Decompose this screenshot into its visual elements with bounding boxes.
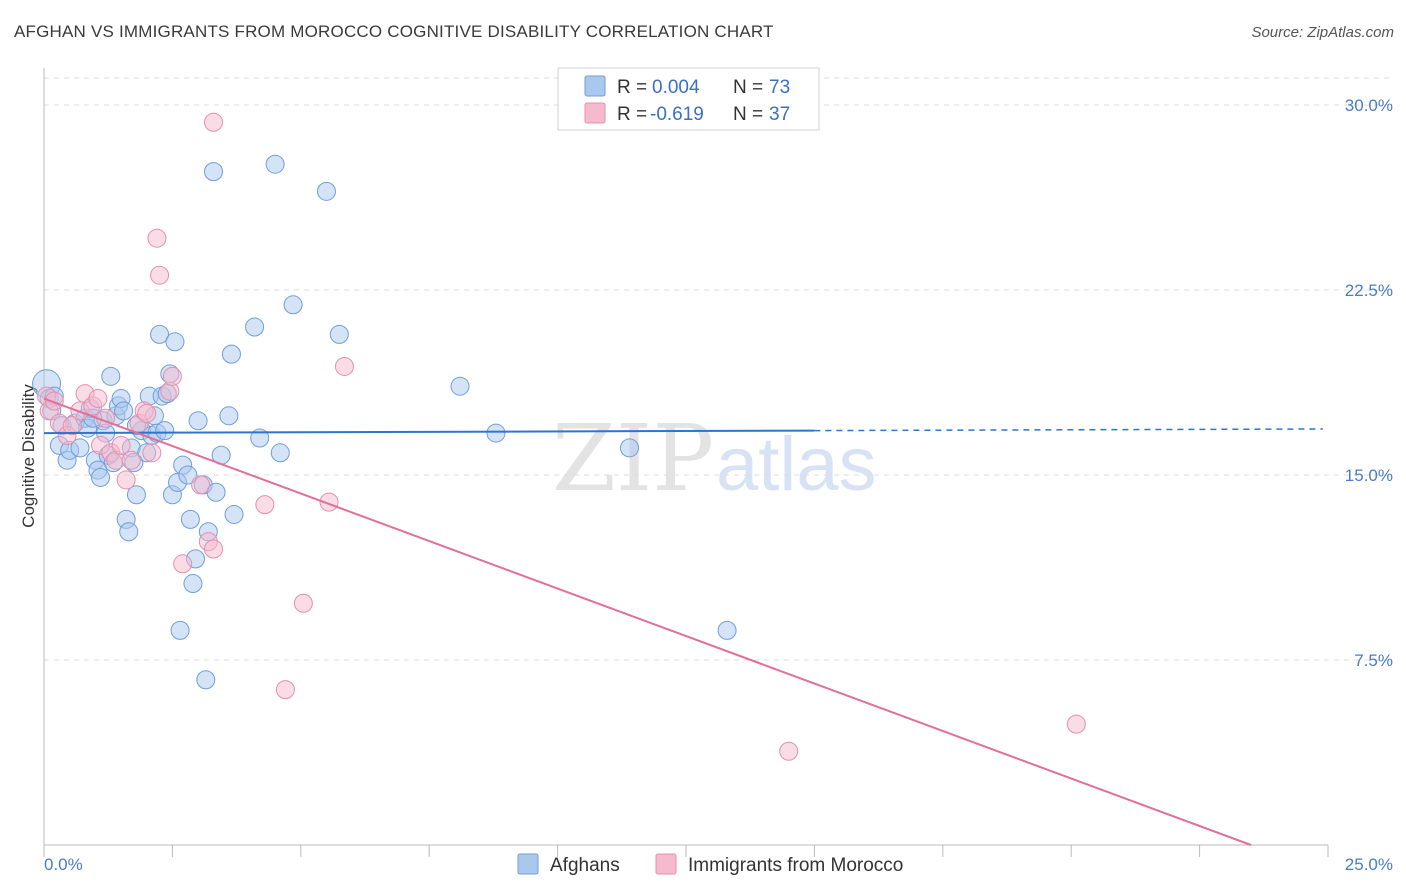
afghans-point — [329, 324, 349, 344]
afghans-point — [165, 332, 185, 352]
x-tick-label-min: 0.0% — [44, 855, 83, 874]
x-ticks — [43, 845, 1329, 857]
legend-swatch-afghans — [584, 75, 606, 97]
legend-swatch-morocco — [584, 102, 606, 124]
afghans-point — [316, 181, 336, 201]
morocco-point — [173, 554, 193, 574]
series-legend: Afghans Immigrants from Morocco — [517, 853, 903, 876]
morocco-point — [203, 539, 223, 559]
trend-lines — [43, 397, 1323, 846]
morocco-trend-line — [43, 397, 1252, 846]
afghans-point — [250, 428, 270, 448]
correlation-legend: R = 0.004 N = 73 R = -0.619 N = 37 — [557, 67, 820, 131]
morocco-point — [62, 416, 82, 436]
afghans-point — [717, 620, 737, 640]
morocco-point — [334, 356, 354, 376]
legend-r-label-afghans: R = — [617, 77, 647, 98]
morocco-point — [203, 112, 223, 132]
afghans-point — [283, 295, 303, 315]
morocco-point — [121, 450, 141, 470]
afghans-point — [180, 509, 200, 529]
x-tick-label-max: 25.0% — [1345, 855, 1393, 874]
afghans-point — [70, 438, 90, 458]
afghans-point — [224, 504, 244, 524]
morocco-point — [116, 470, 136, 490]
afghans-point — [221, 344, 241, 364]
gridlines — [44, 77, 1393, 661]
legend-n-value-morocco: 37 — [769, 104, 790, 125]
morocco-point — [44, 391, 64, 411]
morocco-point — [162, 366, 182, 386]
afghans-point — [620, 438, 640, 458]
morocco-points — [37, 112, 1086, 761]
afghans-point — [155, 421, 175, 441]
morocco-point — [293, 593, 313, 613]
afghans-point — [206, 482, 226, 502]
afghans-point — [101, 366, 121, 386]
afghans-point — [245, 317, 265, 337]
morocco-point — [88, 389, 108, 409]
morocco-point — [779, 741, 799, 761]
afghans-point — [450, 376, 470, 396]
morocco-point — [111, 435, 131, 455]
legend-r-label-morocco: R = — [617, 104, 647, 125]
bottom-legend-swatch-morocco — [655, 853, 677, 875]
bottom-legend-label-morocco: Immigrants from Morocco — [688, 855, 903, 876]
afghans-point — [183, 574, 203, 594]
y-tick-label: 7.5% — [1354, 651, 1393, 670]
afghans-trend-extension — [814, 428, 1323, 432]
afghans-point — [150, 324, 170, 344]
y-tick-labels: 7.5% 15.0% 22.5% 30.0% — [1345, 96, 1393, 670]
afghans-point — [486, 423, 506, 443]
bottom-legend-swatch-afghans — [517, 853, 539, 875]
afghans-point — [270, 443, 290, 463]
legend-n-label-afghans: N = — [733, 77, 763, 98]
morocco-point — [275, 680, 295, 700]
morocco-point — [137, 403, 157, 423]
legend-r-value-afghans: 0.004 — [652, 77, 700, 98]
afghans-point — [90, 467, 110, 487]
afghans-point — [265, 154, 285, 174]
y-axis-title: Cognitive Disability — [19, 384, 38, 528]
watermark-zip: ZIP — [552, 405, 714, 512]
afghans-point — [119, 522, 139, 542]
source-credit: Source: ZipAtlas.com — [1251, 24, 1394, 41]
afghans-point — [196, 670, 216, 690]
legend-r-value-morocco: -0.619 — [650, 104, 704, 125]
bottom-legend-label-afghans: Afghans — [550, 855, 620, 876]
morocco-point — [1066, 714, 1086, 734]
afghans-point — [170, 620, 190, 640]
afghans-point — [126, 485, 146, 505]
watermark-atlas: atlas — [716, 422, 877, 507]
afghans-point — [114, 401, 134, 421]
chart-title: AFGHAN VS IMMIGRANTS FROM MOROCCO COGNIT… — [14, 22, 774, 41]
y-tick-label: 22.5% — [1345, 281, 1393, 300]
legend-n-value-afghans: 73 — [769, 77, 790, 98]
afghans-point — [188, 411, 208, 431]
morocco-point — [255, 495, 275, 515]
afghans-point — [203, 162, 223, 182]
y-tick-label: 30.0% — [1345, 96, 1393, 115]
morocco-point — [147, 228, 167, 248]
afghans-point — [178, 465, 198, 485]
afghans-trend-line — [43, 429, 815, 435]
morocco-point — [191, 475, 211, 495]
legend-n-label-morocco: N = — [733, 104, 763, 125]
morocco-point — [150, 265, 170, 285]
afghans-point — [219, 406, 239, 426]
morocco-point — [142, 443, 162, 463]
y-tick-label: 15.0% — [1345, 466, 1393, 485]
